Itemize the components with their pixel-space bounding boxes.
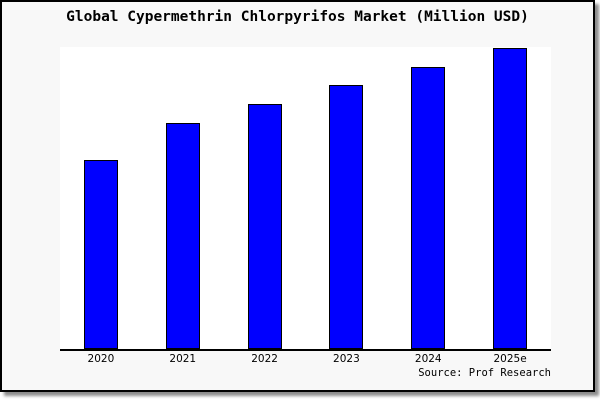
- bar-2024: [411, 67, 446, 349]
- x-axis-labels: 2020 2021 2022 2023 2024 2025e: [60, 353, 551, 367]
- bar-2021: [165, 123, 200, 349]
- bar-2020: [83, 160, 118, 349]
- bar-2023: [329, 85, 364, 349]
- bar-2022: [247, 104, 282, 349]
- x-tick-label-2022: 2022: [251, 353, 278, 365]
- x-tick-label-2021: 2021: [169, 353, 197, 365]
- x-tick-label-2023: 2023: [333, 353, 360, 365]
- chart-title: Global Cypermethrin Chlorpyrifos Market …: [66, 9, 529, 25]
- x-tick-label-2024: 2024: [414, 353, 442, 365]
- x-tick-label-2025e: 2025e: [493, 353, 527, 365]
- x-tick-label-2020: 2020: [87, 353, 115, 365]
- source-credit: Source: Prof Research: [418, 367, 551, 379]
- bar-2025e: [493, 48, 528, 349]
- plot-area: [60, 47, 551, 351]
